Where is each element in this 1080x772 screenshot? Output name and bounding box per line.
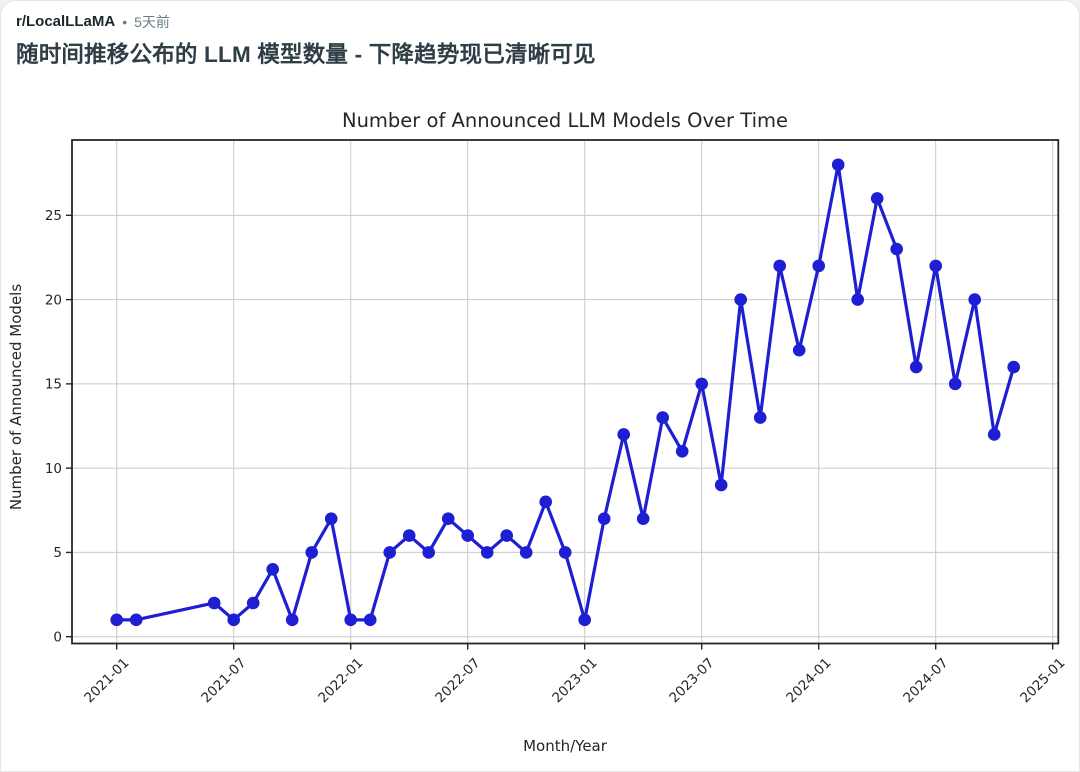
data-point <box>656 411 669 424</box>
chart-line <box>115 163 1016 622</box>
data-point <box>500 529 513 542</box>
post-meta: r/LocalLLaMA • 5天前 <box>16 13 1062 31</box>
post-title: 随时间推移公布的 LLM 模型数量 - 下降趋势现已清晰可见 <box>16 42 596 67</box>
y-tick-label: 25 <box>45 208 62 224</box>
data-point <box>597 512 611 526</box>
x-tick-label: 2024-07 <box>900 655 951 706</box>
data-point <box>968 293 981 306</box>
data-point <box>558 546 572 559</box>
plot-border <box>71 139 1060 645</box>
data-point <box>753 411 767 424</box>
data-point <box>110 613 123 627</box>
data-point <box>1007 360 1020 374</box>
data-point <box>539 495 552 509</box>
data-point <box>792 343 806 357</box>
data-point <box>422 546 436 559</box>
meta-separator-dot: • <box>122 14 128 30</box>
y-tick-label: 5 <box>53 545 62 561</box>
data-point <box>363 613 377 627</box>
y-tick-label: 10 <box>45 461 62 477</box>
data-point <box>344 613 358 627</box>
line-chart: Number of Announced LLM Models Over Time… <box>7 109 1069 755</box>
y-axis-label: Number of Announced Models <box>7 284 25 511</box>
x-tick-label: 2022-01 <box>315 655 366 706</box>
data-point <box>890 242 903 256</box>
x-tick-label: 2022-07 <box>432 655 483 706</box>
chart-title: Number of Announced LLM Models Over Time <box>342 109 788 132</box>
data-point <box>207 596 221 610</box>
y-tick-label: 15 <box>45 377 62 393</box>
x-tick-label: 2025-01 <box>1017 655 1068 706</box>
x-tick-label: 2023-07 <box>666 655 717 706</box>
data-point <box>948 377 962 391</box>
data-point <box>324 512 338 526</box>
data-point <box>695 377 708 391</box>
data-point <box>734 293 747 306</box>
data-point <box>578 613 591 627</box>
data-point <box>773 259 786 273</box>
x-tick-label: 2021-01 <box>81 655 132 706</box>
data-point <box>851 293 864 306</box>
data-point <box>305 546 319 559</box>
data-point <box>266 562 280 576</box>
data-point <box>519 546 533 559</box>
x-axis-label: Month/Year <box>523 737 608 755</box>
data-point <box>870 192 884 205</box>
data-point <box>617 428 630 441</box>
data-point <box>636 512 650 526</box>
y-tick-label: 20 <box>45 292 62 308</box>
data-point <box>929 259 942 273</box>
data-point <box>714 478 728 492</box>
data-point <box>246 596 260 610</box>
x-tick-label: 2024-01 <box>783 655 834 706</box>
data-point <box>441 512 455 526</box>
data-point <box>383 546 397 559</box>
post-timestamp: 5天前 <box>134 14 170 30</box>
data-point <box>402 529 416 542</box>
data-point <box>461 529 475 542</box>
data-point <box>831 158 845 172</box>
data-point <box>909 360 923 374</box>
data-point <box>480 546 494 559</box>
data-point <box>812 259 825 273</box>
data-point <box>987 428 1001 441</box>
data-point <box>675 444 689 458</box>
post-header: r/LocalLLaMA • 5天前 随时间推移公布的 LLM 模型数量 - 下… <box>0 0 1080 69</box>
x-tick-label: 2023-01 <box>549 655 600 706</box>
chart-figure[interactable]: Number of Announced LLM Models Over Time… <box>0 100 1080 772</box>
subreddit-link[interactable]: r/LocalLLaMA <box>16 13 116 30</box>
x-tick-label: 2021-07 <box>198 655 249 706</box>
data-point <box>227 613 240 627</box>
data-point <box>129 613 143 627</box>
data-point <box>285 613 299 627</box>
y-tick-label: 0 <box>53 630 62 646</box>
